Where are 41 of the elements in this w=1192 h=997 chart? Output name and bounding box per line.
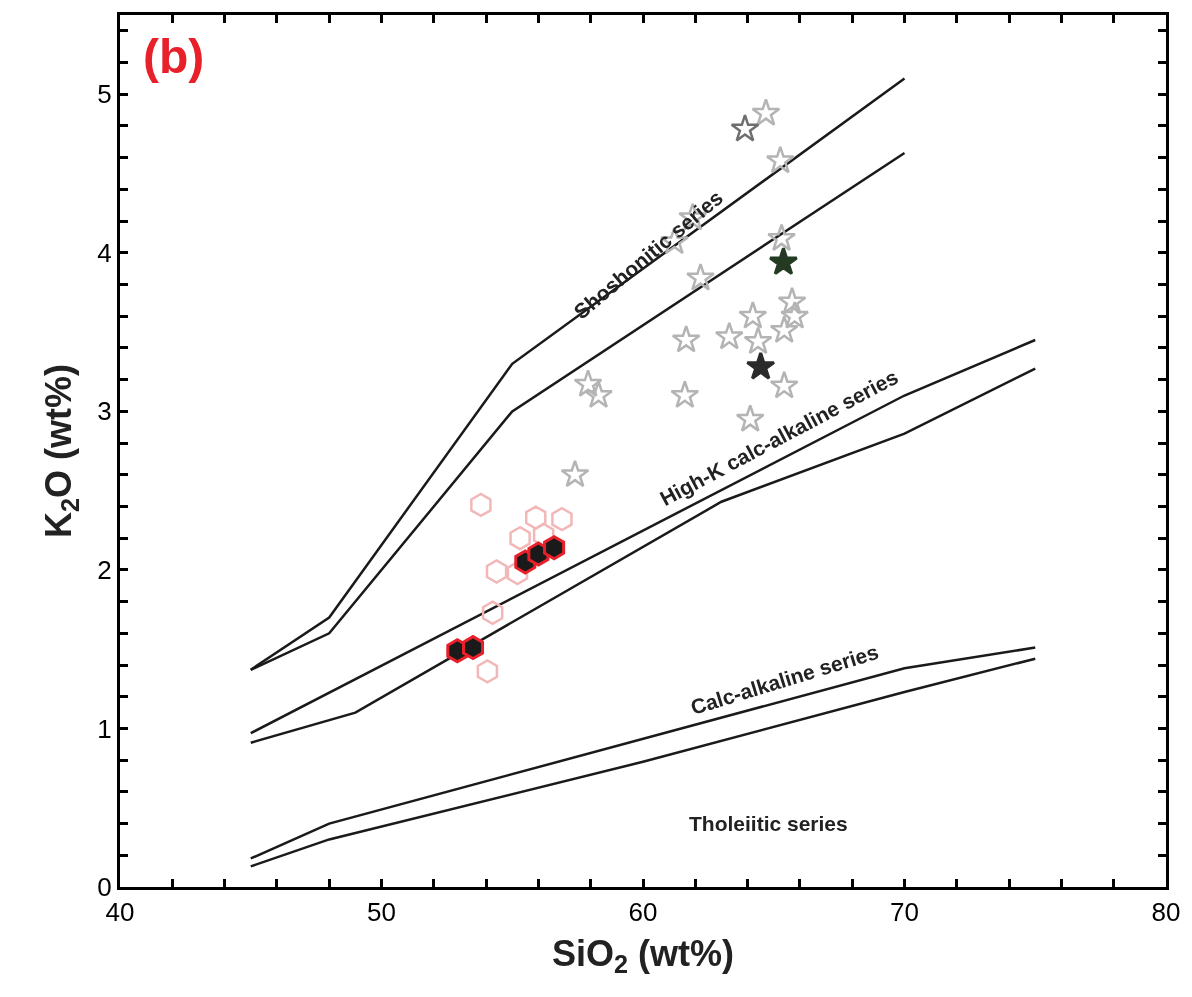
point [767,223,797,252]
point [481,600,504,625]
y-tick-label: 1 [97,713,112,744]
annotation: Tholeiitic series [689,812,848,835]
point [777,286,807,315]
point [560,459,590,488]
y-tick-label: 4 [97,237,112,268]
point [543,535,566,561]
y-tick-label: 5 [97,79,112,110]
y-tick-label: 2 [97,555,112,586]
x-tick-label: 60 [628,897,658,928]
x-tick-label: 70 [890,897,919,928]
point [583,380,614,409]
point [714,321,744,350]
x-axis-title: SiO$_{2}$ (wt%) [551,932,735,979]
point [743,326,773,355]
annotation: (b) [143,30,205,83]
point [461,635,485,661]
point [738,300,768,329]
point [506,560,529,586]
point [551,506,573,532]
point [485,559,508,584]
point [470,492,492,518]
point [685,262,716,291]
point [745,351,776,380]
y-tick-label: 3 [97,396,112,427]
point [671,324,701,353]
point [670,380,700,409]
point [769,370,799,399]
point [525,505,547,530]
point [765,145,795,174]
point [573,369,603,397]
point [751,98,781,126]
point [476,659,499,684]
point [768,246,799,276]
point [780,300,810,329]
x-tick-label: 80 [1151,897,1181,928]
point [769,315,799,344]
x-tick-label: 50 [367,897,396,928]
point [509,525,531,551]
point [730,113,760,142]
